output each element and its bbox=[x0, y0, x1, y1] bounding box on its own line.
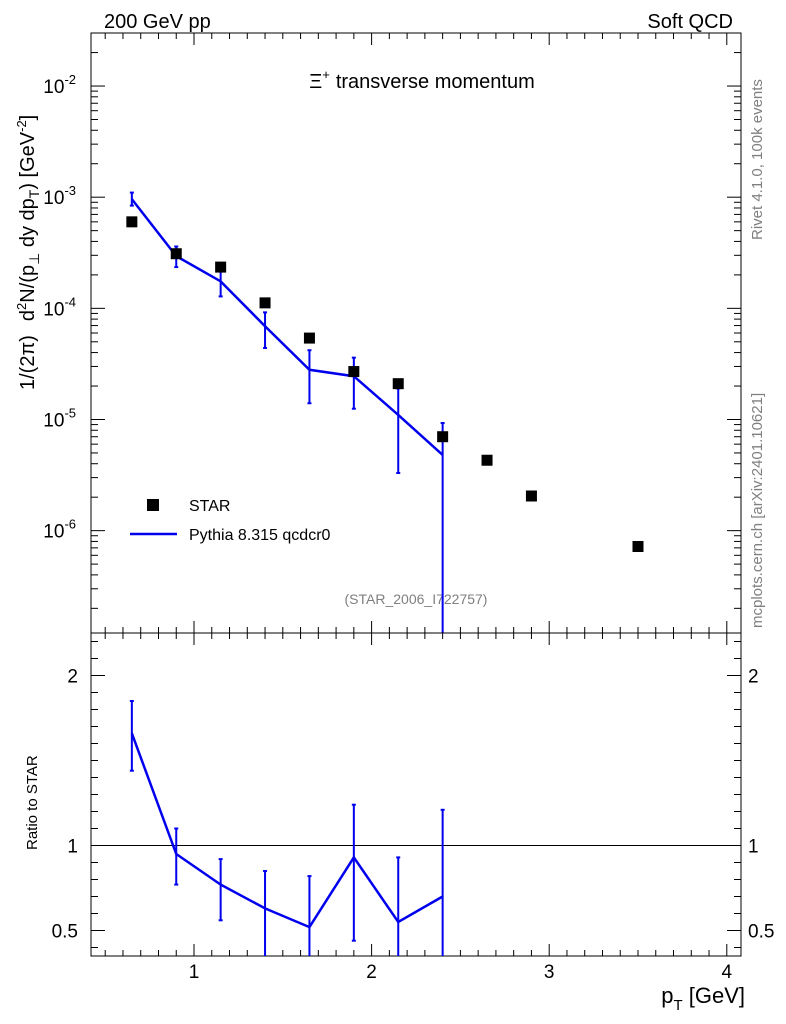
ratio-line bbox=[130, 732, 444, 929]
tick-base: 10 bbox=[43, 77, 64, 98]
analysis-id-watermark: (STAR_2006_I722757) bbox=[345, 591, 488, 607]
rivet-version-label: Rivet 4.1.0, 100k events bbox=[749, 79, 766, 240]
ratio-x-tick-label: 3 bbox=[544, 962, 555, 983]
ratio-x-tick-labels: 1 2 3 4 bbox=[189, 962, 733, 983]
star-data-point bbox=[481, 454, 493, 466]
main-y-tick-label: 10-3 bbox=[43, 183, 76, 209]
title-text: transverse momentum bbox=[336, 71, 535, 93]
header-energy-label: 200 GeV pp bbox=[104, 11, 211, 33]
header-category-label: Soft QCD bbox=[647, 11, 733, 33]
pythia-line bbox=[130, 198, 444, 456]
main-y-tick-label: 10-2 bbox=[43, 72, 76, 98]
ylabel-prefactor: 1/(2π) bbox=[17, 335, 39, 390]
tick-base: 10 bbox=[43, 522, 64, 543]
tick-base: 10 bbox=[43, 299, 64, 320]
star-data-point bbox=[632, 541, 644, 553]
star-data-point bbox=[437, 431, 449, 443]
ratio-y-tick-label-right: 1 bbox=[748, 837, 759, 858]
title-superscript: + bbox=[322, 67, 330, 82]
star-data-point bbox=[392, 378, 404, 390]
main-series-layer bbox=[126, 191, 644, 633]
tick-exponent: -3 bbox=[64, 183, 76, 198]
ylabel-n: N/(p bbox=[17, 265, 39, 303]
star-data-point bbox=[170, 248, 182, 260]
ratio-x-tick-label: 1 bbox=[189, 962, 200, 983]
ylabel-d: d bbox=[17, 310, 39, 321]
ylabel-unit: ) [GeV bbox=[17, 131, 39, 189]
legend-star-marker bbox=[147, 499, 159, 511]
tick-exponent: -2 bbox=[64, 72, 76, 87]
ratio-y-tick-label-right: 0.5 bbox=[748, 922, 774, 943]
ratio-panel: 0.5 0.5 1 1 2 2 1 2 3 4 Ratio to STAR pT [GeV] bbox=[24, 632, 775, 1014]
xlabel-unit: [GeV] bbox=[683, 983, 745, 1008]
ratio-y-tick-label-right: 2 bbox=[748, 667, 759, 688]
main-y-axis-label: 1/(2π) d2N/(p⊥ dy dpT) [GeV-2] bbox=[14, 115, 42, 390]
main-y-tick-labels: 10-610-510-410-310-2 bbox=[43, 72, 76, 543]
legend-pythia-label: Pythia 8.315 qcdcr0 bbox=[189, 527, 331, 544]
main-panel: 10-610-510-410-310-2 Ξ+ transverse moment… bbox=[14, 32, 742, 634]
star-data-point bbox=[126, 216, 138, 228]
ratio-y-tick-labels: 0.5 0.5 1 1 2 2 bbox=[52, 667, 775, 943]
star-data-point bbox=[525, 490, 537, 502]
tick-exponent: -4 bbox=[64, 294, 76, 309]
main-y-tick-label: 10-4 bbox=[43, 294, 76, 320]
ratio-y-axis-label: Ratio to STAR bbox=[24, 755, 41, 850]
ylabel-end: ] bbox=[17, 115, 39, 121]
mcplots-credit-label: mcplots.cern.ch [arXiv:2401.10621] bbox=[749, 393, 766, 628]
ratio-x-tick-label: 2 bbox=[366, 962, 377, 983]
main-chart-title: Ξ+ transverse momentum bbox=[309, 67, 535, 93]
tick-exponent: -5 bbox=[64, 405, 76, 420]
title-xi-symbol: Ξ bbox=[309, 71, 322, 93]
xlabel-p: p bbox=[661, 983, 673, 1008]
ylabel-perp: ⊥ bbox=[26, 253, 42, 265]
ylabel-mid: dy dp bbox=[17, 198, 39, 252]
star-data-point bbox=[303, 332, 315, 344]
ylabel-unit-exponent: -2 bbox=[14, 120, 29, 132]
legend-star-label: STAR bbox=[189, 498, 230, 515]
tick-base: 10 bbox=[43, 410, 64, 431]
ylabel-order: 2 bbox=[14, 303, 29, 310]
tick-exponent: -6 bbox=[64, 517, 76, 532]
star-data-point bbox=[215, 261, 227, 273]
ratio-series-layer bbox=[91, 700, 741, 956]
x-axis-label: pT [GeV] bbox=[661, 983, 745, 1014]
ratio-y-tick-label: 1 bbox=[67, 837, 78, 858]
ratio-y-tick-label: 0.5 bbox=[52, 922, 78, 943]
ratio-y-tick-label: 2 bbox=[67, 667, 78, 688]
legend: STAR Pythia 8.315 qcdcr0 bbox=[130, 498, 331, 544]
ratio-x-tick-label: 4 bbox=[722, 962, 733, 983]
ylabel-t: T bbox=[26, 189, 42, 198]
star-data-point bbox=[348, 366, 360, 378]
main-y-tick-label: 10-6 bbox=[43, 517, 76, 543]
xlabel-subscript: T bbox=[673, 997, 682, 1014]
tick-base: 10 bbox=[43, 188, 64, 209]
star-data-point bbox=[259, 297, 271, 309]
main-y-tick-label: 10-5 bbox=[43, 405, 76, 431]
main-axis-ticks bbox=[91, 32, 741, 633]
